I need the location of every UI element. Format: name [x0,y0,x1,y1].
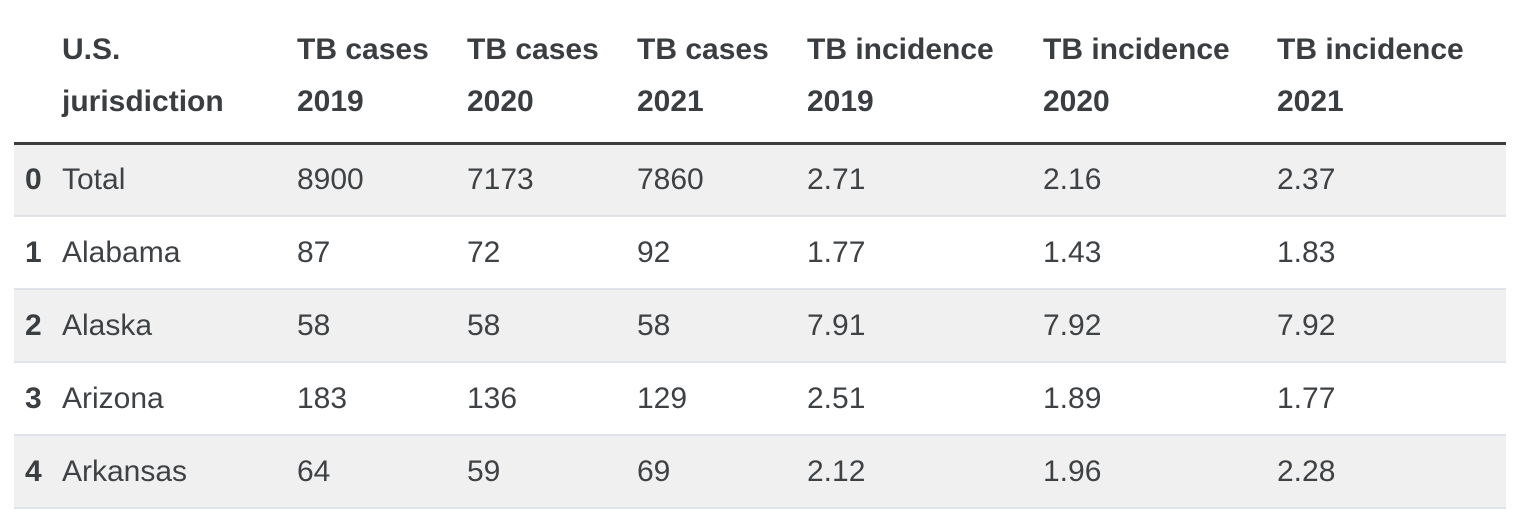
column-header-cases-2021: TB cases 2021 [637,0,807,143]
tb-table-container: U.S. jurisdiction TB cases 2019 TB cases… [14,0,1506,509]
column-header-label: TB cases 2019 [297,33,429,118]
header-row: U.S. jurisdiction TB cases 2019 TB cases… [14,0,1506,143]
incidence-2019-cell: 2.51 [807,381,866,415]
jurisdiction-cell: Total [62,162,126,196]
cases-2021-cell: 92 [637,235,671,269]
cases-2020-cell: 59 [467,454,501,488]
row-index: 1 [25,235,42,269]
cases-2021-cell: 69 [637,454,671,488]
incidence-2019-cell: 1.77 [807,235,866,269]
incidence-2021-cell: 2.28 [1277,454,1336,488]
cases-2019-cell: 8900 [297,162,364,196]
cases-2020-cell: 7173 [467,162,534,196]
column-header-label: U.S. jurisdiction [62,33,224,118]
incidence-2019-cell: 7.91 [807,308,866,342]
incidence-2019-cell: 2.12 [807,454,866,488]
incidence-2020-cell: 1.89 [1043,381,1102,415]
incidence-2019-cell: 2.71 [807,162,866,196]
cases-2019-cell: 58 [297,308,331,342]
cases-2020-cell: 72 [467,235,501,269]
cases-2019-cell: 183 [297,381,348,415]
table-row: 4 Arkansas 64 59 69 2.12 1.96 2.28 [14,435,1506,508]
jurisdiction-cell: Alabama [62,235,181,269]
incidence-2021-cell: 1.83 [1277,235,1336,269]
incidence-2021-cell: 1.77 [1277,381,1336,415]
column-header-label: TB incidence 2020 [1043,33,1230,118]
jurisdiction-cell: Arkansas [62,454,188,488]
incidence-2020-cell: 1.43 [1043,235,1102,269]
table-row: 0 Total 8900 7173 7860 2.71 2.16 2.37 [14,143,1506,216]
row-index: 0 [25,162,42,196]
column-header-incidence-2021: TB incidence 2021 [1277,0,1506,143]
column-header-label: TB incidence 2021 [1277,33,1464,118]
cases-2021-cell: 58 [637,308,671,342]
row-index: 3 [25,381,42,415]
cases-2020-cell: 136 [467,381,518,415]
column-header-label: TB cases 2020 [467,33,599,118]
table-header: U.S. jurisdiction TB cases 2019 TB cases… [14,0,1506,143]
jurisdiction-cell: Alaska [62,308,153,342]
incidence-2021-cell: 7.92 [1277,308,1336,342]
column-header-incidence-2019: TB incidence 2019 [807,0,1043,143]
cases-2020-cell: 58 [467,308,501,342]
table-row: 1 Alabama 87 72 92 1.77 1.43 1.83 [14,216,1506,289]
row-index: 2 [25,308,42,342]
table-body: 0 Total 8900 7173 7860 2.71 2.16 2.37 1 … [14,143,1506,508]
tb-data-table: U.S. jurisdiction TB cases 2019 TB cases… [14,0,1506,509]
column-header-label: TB incidence 2019 [807,33,994,118]
row-index: 4 [25,454,42,488]
cases-2021-cell: 129 [637,381,688,415]
incidence-2020-cell: 1.96 [1043,454,1102,488]
index-column-header [14,0,62,143]
incidence-2020-cell: 7.92 [1043,308,1102,342]
cases-2021-cell: 7860 [637,162,704,196]
column-header-cases-2020: TB cases 2020 [467,0,637,143]
column-header-label: TB cases 2021 [637,33,769,118]
column-header-incidence-2020: TB incidence 2020 [1043,0,1277,143]
table-row: 2 Alaska 58 58 58 7.91 7.92 7.92 [14,289,1506,362]
incidence-2020-cell: 2.16 [1043,162,1102,196]
incidence-2021-cell: 2.37 [1277,162,1336,196]
column-header-cases-2019: TB cases 2019 [297,0,467,143]
table-row: 3 Arizona 183 136 129 2.51 1.89 1.77 [14,362,1506,435]
column-header-jurisdiction: U.S. jurisdiction [62,0,297,143]
cases-2019-cell: 87 [297,235,331,269]
cases-2019-cell: 64 [297,454,331,488]
jurisdiction-cell: Arizona [62,381,164,415]
